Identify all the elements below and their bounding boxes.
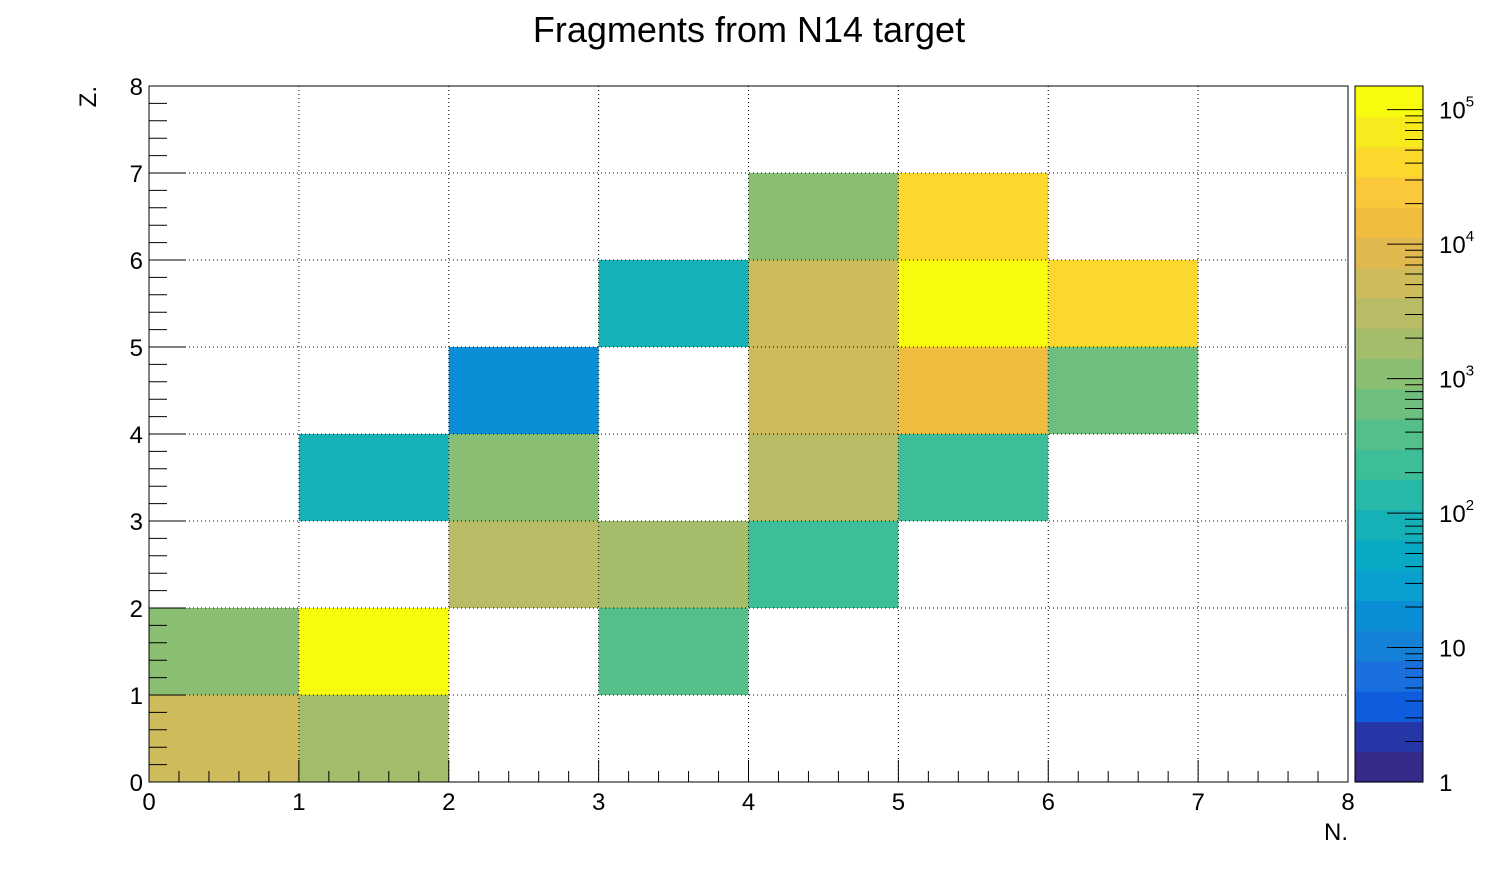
z-tick-label: 10 bbox=[1439, 636, 1466, 663]
color-scale-segment bbox=[1355, 539, 1423, 571]
y-tick-label: 7 bbox=[130, 161, 143, 188]
heatmap-cell bbox=[298, 608, 449, 695]
heatmap-cell bbox=[748, 260, 899, 347]
x-axis-ticks: 0 1 2 3 4 5 6 7 8 bbox=[142, 760, 1355, 816]
color-scale-segment bbox=[1355, 509, 1423, 541]
color-scale-segment bbox=[1355, 207, 1423, 238]
x-tick-label: 7 bbox=[1191, 789, 1204, 816]
z-tick-label: 104 bbox=[1439, 228, 1474, 259]
x-tick-label: 3 bbox=[592, 789, 605, 816]
heatmap-cell bbox=[298, 695, 449, 782]
heatmap-cell bbox=[898, 434, 1049, 521]
y-tick-label: 0 bbox=[130, 770, 143, 797]
color-scale-segment bbox=[1355, 600, 1423, 632]
y-tick-label: 3 bbox=[130, 509, 143, 536]
color-scale-segment bbox=[1355, 449, 1423, 480]
heatmap-cell bbox=[598, 521, 749, 608]
x-tick-label: 8 bbox=[1341, 789, 1354, 816]
color-scale-segment bbox=[1355, 358, 1423, 390]
x-tick-label: 6 bbox=[1042, 789, 1055, 816]
heatmap-cell bbox=[748, 434, 899, 521]
heatmap-cell bbox=[748, 521, 899, 608]
color-scale-segment bbox=[1355, 691, 1423, 723]
x-axis-label: N. bbox=[1324, 819, 1348, 846]
y-tick-label: 6 bbox=[130, 248, 143, 275]
chart-title: Fragments from N14 target bbox=[533, 9, 965, 50]
x-tick-label: 0 bbox=[142, 789, 155, 816]
heatmap-cell bbox=[298, 434, 449, 521]
heatmap-cell bbox=[898, 347, 1049, 434]
color-scale-segment bbox=[1355, 660, 1423, 692]
color-scale-segment bbox=[1355, 267, 1423, 299]
x-tick-label: 4 bbox=[742, 789, 755, 816]
color-scale-segment bbox=[1355, 388, 1423, 420]
z-tick-label: 102 bbox=[1439, 497, 1474, 528]
x-tick-label: 1 bbox=[292, 789, 305, 816]
x-tick-label: 2 bbox=[442, 789, 455, 816]
y-tick-label: 4 bbox=[130, 422, 143, 449]
color-scale-segment bbox=[1355, 751, 1423, 783]
z-tick-label: 103 bbox=[1439, 363, 1474, 394]
heatmap-cell bbox=[598, 260, 749, 347]
y-axis-label: Z. bbox=[75, 86, 102, 107]
color-scale-bar bbox=[1354, 85, 1424, 783]
heatmap-cell bbox=[448, 434, 599, 521]
color-scale-segment bbox=[1355, 721, 1423, 753]
heatmap-cell bbox=[149, 695, 299, 782]
heatmap-cell bbox=[748, 173, 899, 260]
heatmap-cell bbox=[1048, 347, 1199, 434]
color-scale-segment bbox=[1355, 630, 1423, 662]
heatmap-cells bbox=[149, 173, 1199, 782]
color-scale-segment bbox=[1355, 570, 1423, 602]
heatmap-cell bbox=[448, 347, 599, 434]
color-scale-segment bbox=[1355, 86, 1423, 117]
color-scale-segment bbox=[1355, 116, 1423, 148]
color-scale-segment bbox=[1355, 479, 1423, 511]
color-scale-segment bbox=[1355, 297, 1423, 329]
x-tick-label: 5 bbox=[892, 789, 905, 816]
color-scale-segment bbox=[1355, 146, 1423, 178]
heatmap-cell bbox=[448, 521, 599, 608]
y-tick-label: 8 bbox=[130, 74, 143, 101]
heatmap-cell bbox=[898, 260, 1049, 347]
heatmap-cell bbox=[149, 608, 299, 695]
color-scale-segment bbox=[1355, 237, 1423, 269]
z-tick-label: 105 bbox=[1439, 94, 1474, 125]
heatmap-cell bbox=[1048, 260, 1199, 347]
y-tick-label: 5 bbox=[130, 335, 143, 362]
heatmap-cell bbox=[898, 173, 1049, 260]
y-tick-label: 1 bbox=[130, 683, 143, 710]
color-scale-segment bbox=[1355, 176, 1423, 208]
y-axis-ticks: 0 1 2 3 4 5 6 7 8 bbox=[130, 74, 185, 797]
color-scale-segment bbox=[1355, 328, 1423, 359]
color-scale-segment bbox=[1355, 418, 1423, 450]
grid-lines bbox=[149, 86, 1348, 782]
heatmap-cell bbox=[748, 347, 899, 434]
heatmap-cell bbox=[598, 608, 749, 695]
y-tick-label: 2 bbox=[130, 596, 143, 623]
color-scale-ticks: 1 10 102 103 104 105 bbox=[1387, 94, 1474, 797]
z-tick-label: 1 bbox=[1439, 770, 1452, 797]
